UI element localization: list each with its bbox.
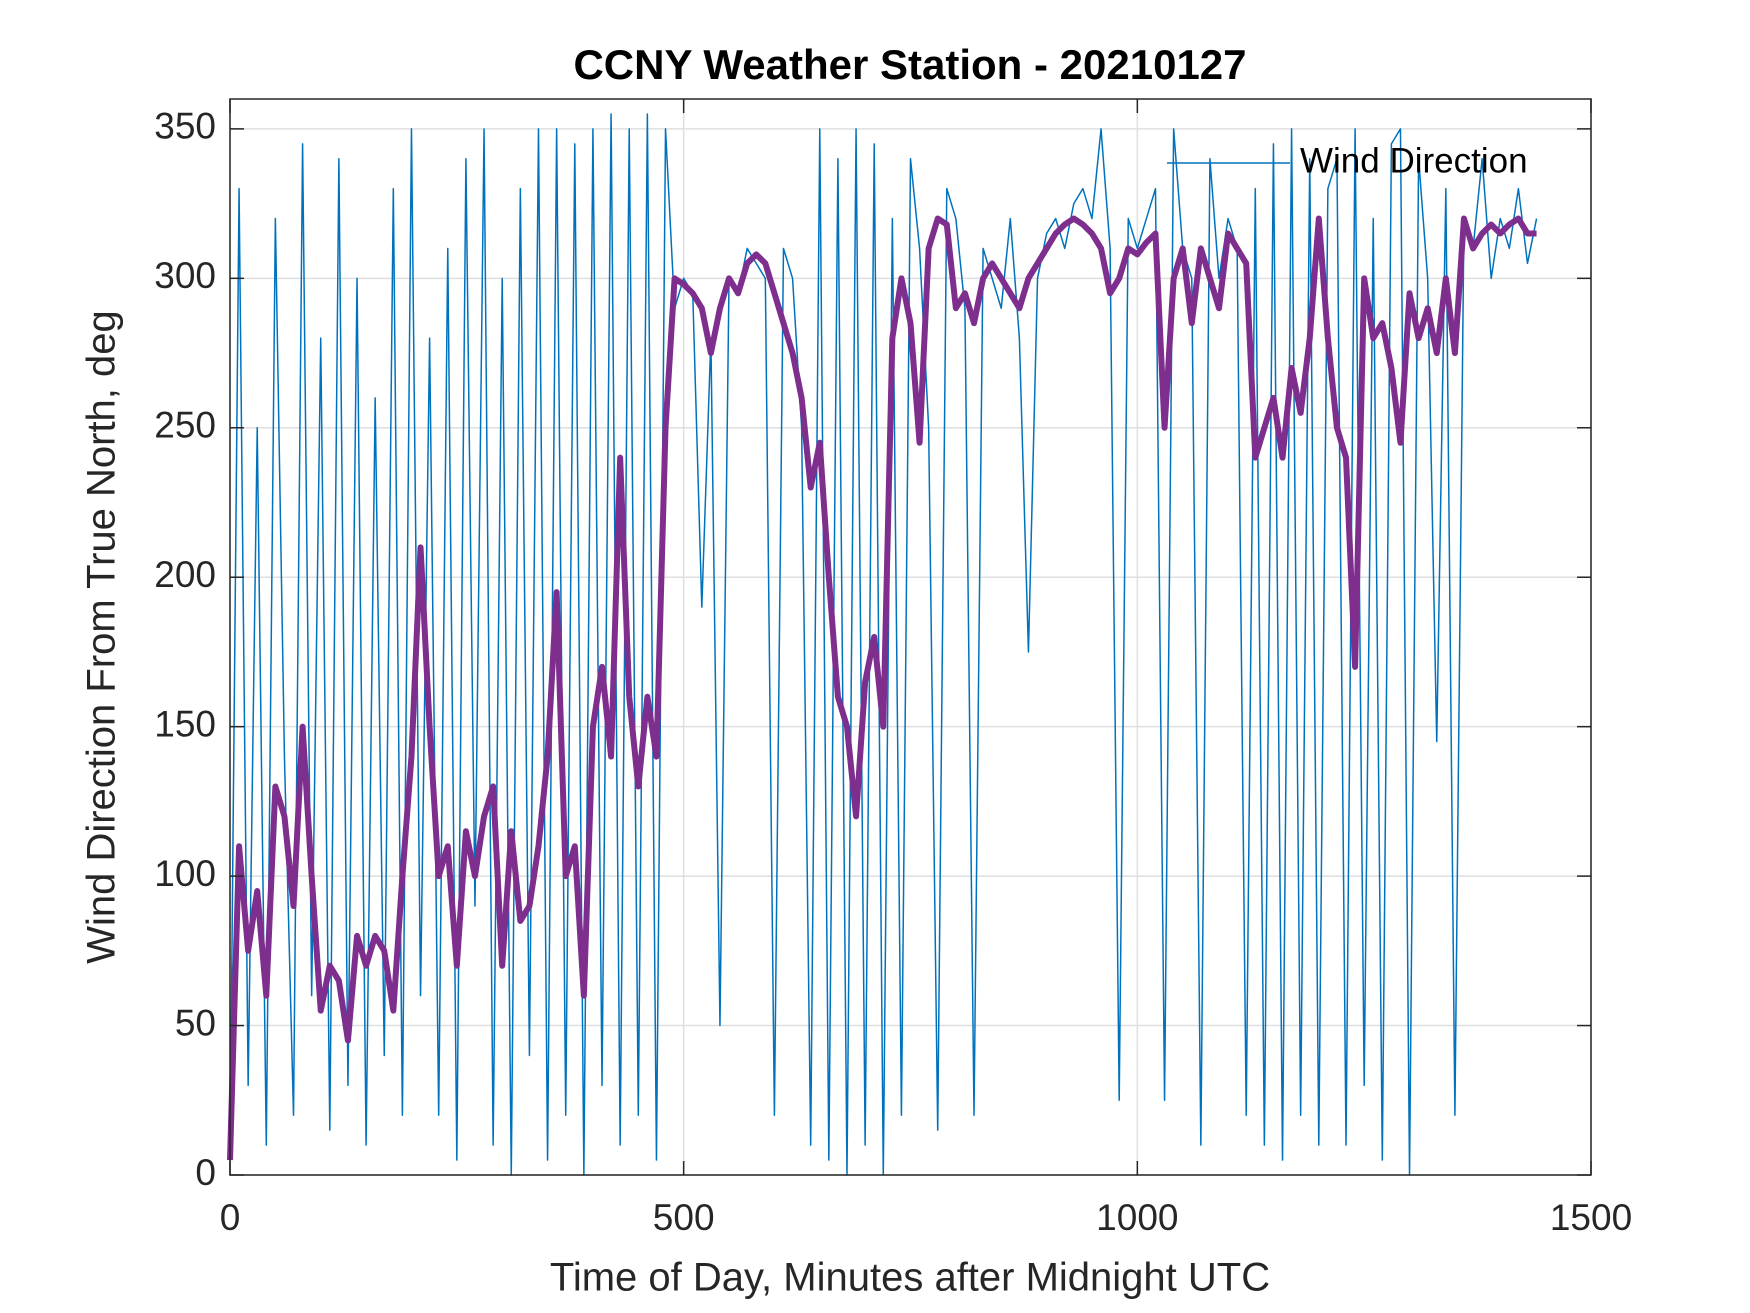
y-tick-label: 350 [154,106,216,147]
y-tick-label: 150 [154,703,216,744]
y-tick-label: 100 [154,853,216,894]
y-axis-label: Wind Direction From True North, deg [80,310,124,964]
x-tick-label: 0 [220,1197,241,1238]
chart-title: CCNY Weather Station - 20210127 [573,41,1246,88]
x-tick-label: 1500 [1550,1197,1632,1238]
y-tick-label: 300 [154,255,216,296]
x-tick-label: 1000 [1096,1197,1178,1238]
y-tick-label: 50 [175,1002,216,1043]
x-tick-label: 500 [653,1197,715,1238]
y-tick-label: 0 [195,1152,216,1193]
y-tick-label: 200 [154,554,216,595]
axes-box [229,98,1592,1176]
legend-label: Wind Direction [1300,141,1528,180]
x-axis-label: Time of Day, Minutes after Midnight UTC [550,1256,1270,1300]
y-tick-label: 250 [154,405,216,446]
data-line [227,215,1537,1161]
plot-area: 0 50 100 150 200 250 300 350 0 500 1000 1500 Wind Di… [154,98,1632,1238]
